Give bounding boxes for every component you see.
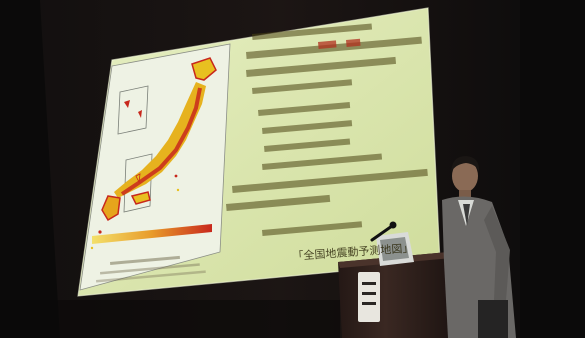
hazard-color-scale — [92, 224, 212, 244]
highlighted-keyword — [317, 40, 337, 49]
lectern-name-plate — [358, 272, 380, 322]
map-inset-south — [123, 153, 153, 213]
microphone — [370, 224, 394, 242]
slide-text-block — [225, 23, 428, 236]
speaker — [442, 156, 516, 338]
stage-shadow — [0, 300, 340, 338]
map-inset-north — [117, 85, 149, 135]
japan-outline — [90, 57, 217, 250]
map-caption — [110, 255, 180, 265]
